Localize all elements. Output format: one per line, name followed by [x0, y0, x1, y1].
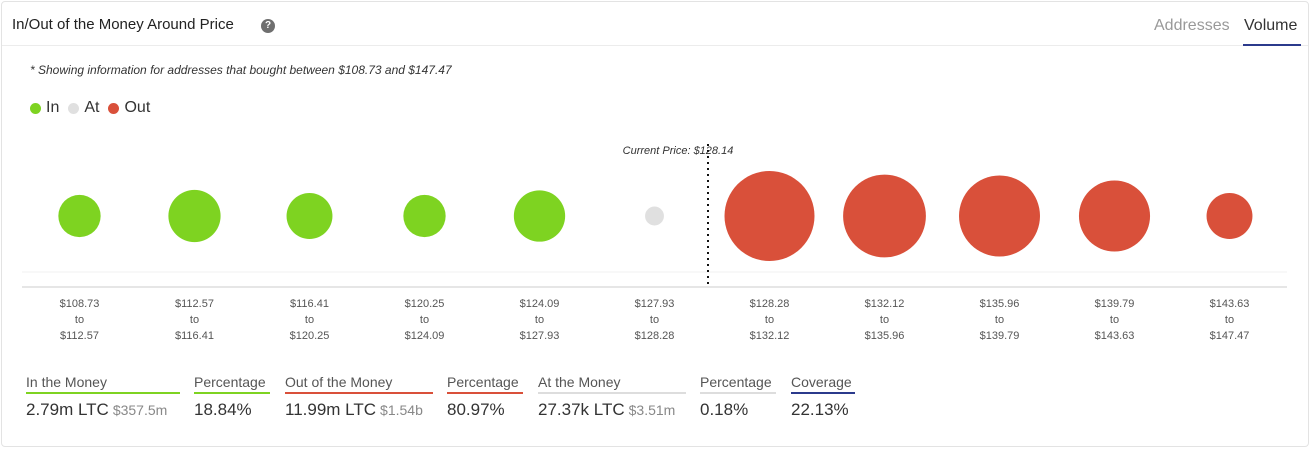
stat-main-value: 0.18%	[700, 400, 749, 419]
stat-label: Out of the Money	[285, 374, 433, 394]
range-note: * Showing information for addresses that…	[30, 63, 452, 77]
legend-item-in[interactable]: In	[30, 99, 59, 117]
x-tick-label: $120.25	[290, 330, 330, 342]
x-tick-label: $132.12	[750, 330, 790, 342]
stat-main-value: 2.79m LTC	[26, 400, 109, 419]
legend-label-at: At	[84, 99, 100, 116]
help-icon[interactable]: ?	[261, 19, 275, 33]
stat-usd-value: $3.51m	[628, 402, 676, 418]
card-header: In/Out of the Money Around Price ? Addre…	[2, 2, 1308, 46]
card-title: In/Out of the Money Around Price	[12, 16, 234, 33]
stat-out-of-the-money: Out of the Money 11.99m LTC $1.54b	[285, 374, 433, 420]
bubble-out[interactable]	[843, 174, 926, 258]
x-tick-label: $135.96	[980, 298, 1020, 310]
x-tick-label: $143.63	[1210, 298, 1250, 310]
x-tick-label: to	[1110, 314, 1119, 326]
x-tick-label: to	[75, 314, 84, 326]
bubble-out[interactable]	[1206, 193, 1253, 239]
x-tick-label: to	[535, 314, 544, 326]
x-tick-label: $112.57	[60, 330, 99, 342]
bubble-in[interactable]	[286, 193, 333, 239]
stat-value: 27.37k LTC $3.51m	[538, 400, 686, 420]
bubble-in[interactable]	[58, 194, 101, 238]
stat-label: Coverage	[791, 374, 855, 394]
x-tick-label: $135.96	[865, 330, 905, 342]
x-tick-label: $143.63	[1095, 330, 1135, 342]
x-tick-label: to	[190, 314, 199, 326]
legend-item-out[interactable]: Out	[108, 99, 150, 117]
current-price-label: Current Price: $128.14	[623, 145, 734, 157]
x-tick-label: to	[305, 314, 314, 326]
stat-main-value: 11.99m LTC	[285, 400, 377, 419]
stat-label: In the Money	[26, 374, 180, 394]
stat-at-the-money: At the Money 27.37k LTC $3.51m	[538, 374, 686, 420]
x-tick-label: to	[765, 314, 774, 326]
x-tick-label: $116.41	[175, 330, 214, 342]
stat-main-value: 22.13%	[791, 400, 849, 419]
legend-label-out: Out	[124, 99, 151, 116]
stat-out-percentage: Percentage 80.97%	[447, 374, 523, 420]
stat-label: Percentage	[447, 374, 523, 394]
x-tick-label: $127.93	[635, 298, 675, 310]
legend-dot-out	[108, 102, 120, 114]
active-tab-indicator	[1243, 44, 1301, 46]
x-tick-label: to	[995, 314, 1004, 326]
x-tick-label: $120.25	[405, 298, 445, 310]
bubble-out[interactable]	[724, 171, 815, 261]
bubble-at[interactable]	[645, 206, 664, 226]
tab-volume[interactable]: Volume	[1244, 17, 1298, 34]
x-tick-label: $112.57	[175, 298, 214, 310]
x-tick-label: to	[420, 314, 429, 326]
stat-value: 11.99m LTC $1.54b	[285, 400, 433, 420]
bubble-out[interactable]	[959, 175, 1040, 257]
x-tick-label: $139.79	[980, 330, 1020, 342]
stat-at-percentage: Percentage 0.18%	[700, 374, 776, 420]
stat-label: Percentage	[700, 374, 776, 394]
bubble-in[interactable]	[168, 189, 221, 243]
x-tick-label: $124.09	[520, 298, 560, 310]
legend-label-in: In	[46, 99, 60, 116]
x-tick-label: $124.09	[405, 330, 445, 342]
stat-usd-value: $1.54b	[380, 402, 423, 418]
stat-main-value: 18.84%	[194, 400, 252, 419]
legend: In At Out	[30, 99, 159, 117]
tab-addresses[interactable]: Addresses	[1154, 17, 1230, 34]
stat-in-the-money: In the Money 2.79m LTC $357.5m	[26, 374, 180, 420]
x-tick-label: $139.79	[1095, 298, 1135, 310]
x-tick-label: to	[880, 314, 889, 326]
stat-coverage: Coverage 22.13%	[791, 374, 855, 420]
x-tick-label: $132.12	[865, 298, 905, 310]
stat-main-value: 80.97%	[447, 400, 505, 419]
stat-value: 2.79m LTC $357.5m	[26, 400, 180, 420]
x-tick-label: to	[1225, 314, 1234, 326]
x-tick-label: $128.28	[750, 298, 790, 310]
stat-main-value: 27.37k LTC	[538, 400, 625, 419]
x-tick-label: $128.28	[635, 330, 675, 342]
legend-dot-in	[30, 102, 41, 114]
legend-dot-at	[68, 102, 80, 114]
bubble-in[interactable]	[513, 190, 566, 242]
bubble-in[interactable]	[403, 194, 446, 238]
x-tick-label: $108.73	[60, 298, 100, 310]
legend-item-at[interactable]: At	[68, 99, 99, 117]
stat-label: At the Money	[538, 374, 686, 394]
stat-label: Percentage	[194, 374, 270, 394]
x-tick-label: $116.41	[290, 298, 329, 310]
x-tick-label: $127.93	[520, 330, 560, 342]
stat-in-percentage: Percentage 18.84%	[194, 374, 270, 420]
stat-usd-value: $357.5m	[112, 402, 168, 418]
x-tick-label: $147.47	[1210, 330, 1250, 342]
x-tick-label: to	[650, 314, 659, 326]
bubble-chart: $108.73 to $112.57 $112.57 to $116.41 $116.41 t…	[22, 144, 1287, 342]
bubble-out[interactable]	[1078, 180, 1151, 252]
